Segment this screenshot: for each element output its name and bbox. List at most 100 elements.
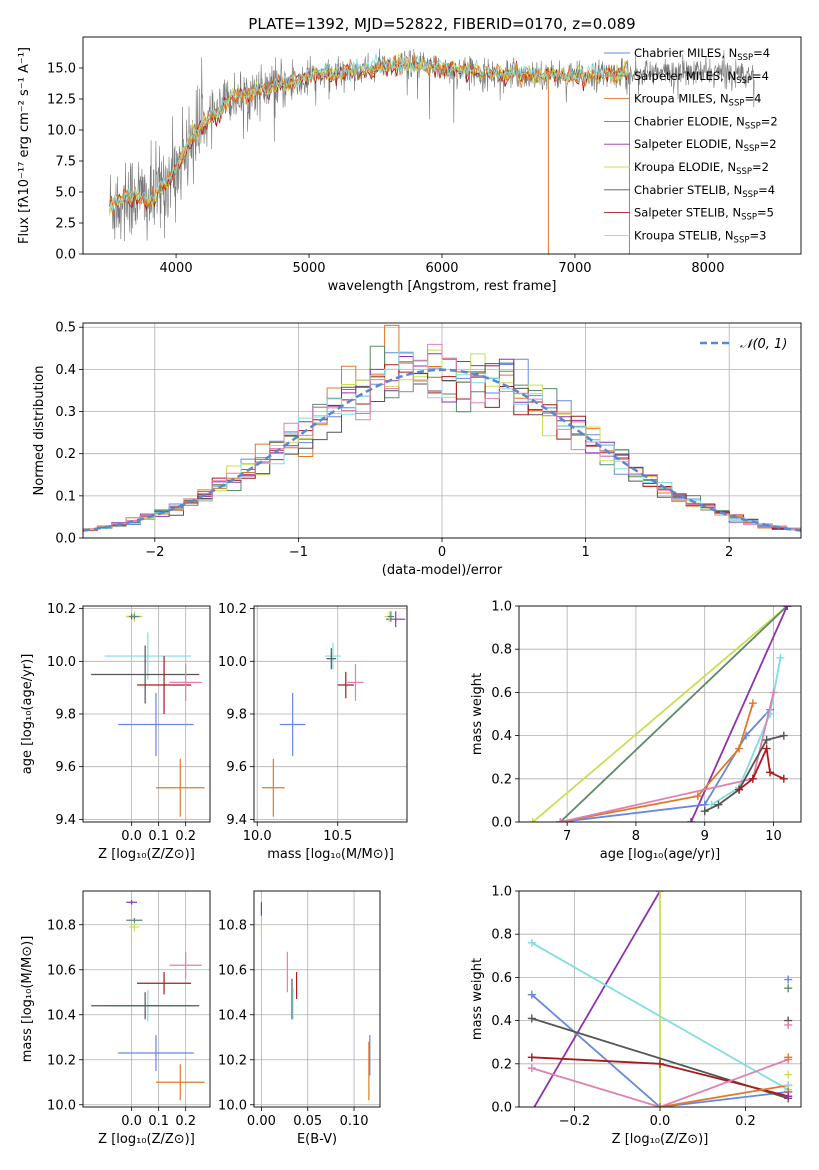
tick-label-y: 0.4 xyxy=(491,729,512,744)
tick-label-x: 6000 xyxy=(425,261,458,276)
series-marker xyxy=(656,1103,664,1107)
tick-label-y: 10.0 xyxy=(47,655,76,670)
tick-label-y: 15.0 xyxy=(47,62,76,77)
series-marker xyxy=(748,699,757,708)
panel-age_vs_mass: 10.0 10.5 9.4 9.6 9.8 10.0 10.2 mass [log₁₀(M/M… xyxy=(218,602,408,862)
series-line xyxy=(532,606,788,822)
tick-label-x: 1 xyxy=(581,545,589,560)
x-axis-label: (data-model)/error xyxy=(382,563,503,578)
tick-label-x: 8000 xyxy=(691,261,724,276)
plot-area xyxy=(83,324,801,533)
tick-label-x: 9 xyxy=(701,829,709,844)
series-marker xyxy=(776,653,785,662)
tick-label-y: 10.0 xyxy=(218,1098,247,1113)
edge-marker xyxy=(784,975,793,984)
tick-label-x: 0.10 xyxy=(340,1114,369,1129)
ticks: 0.0 0.1 0.2 10.0 10.2 10.4 10.6 10.8 xyxy=(47,918,196,1129)
tick-label-x: 10.5 xyxy=(323,829,352,844)
tick-label-y: 9.6 xyxy=(226,760,247,775)
plot-area xyxy=(528,606,792,822)
y-axis-label: age [log₁₀(age/yr)] xyxy=(20,654,35,775)
tick-label-y: 0.2 xyxy=(491,1057,512,1072)
tick-label-y: 10.6 xyxy=(218,963,247,978)
tick-label-x: 5000 xyxy=(292,261,325,276)
series-marker xyxy=(527,1053,536,1062)
x-axis-label: Z [log₁₀(Z/Z⊙)] xyxy=(98,847,195,862)
series-marker xyxy=(762,735,771,744)
panel-residuals: −2 −1 0 1 2 0.0 0.1 0.2 0.3 0.4 0.5 𝒩(0, 1) (data-mo… xyxy=(32,321,802,578)
series-marker xyxy=(527,990,536,999)
series-marker xyxy=(783,606,792,610)
tick-label-y: 1.0 xyxy=(491,885,512,900)
series-marker xyxy=(762,744,771,753)
legend: 𝒩(0, 1) xyxy=(700,337,787,352)
series-marker xyxy=(527,1014,536,1023)
series-marker xyxy=(735,785,744,794)
tick-label-x: 0.0 xyxy=(650,1114,671,1129)
tick-label-y: 10.0 xyxy=(47,1098,76,1113)
tick-label-x: −2 xyxy=(145,545,164,560)
legend: Chabrier MILES, NSSP=4 Salpeter MILES, NS… xyxy=(604,46,778,245)
tick-label-y: 10.0 xyxy=(47,124,76,139)
tick-label-x: 0.1 xyxy=(148,1114,169,1129)
axes-frame xyxy=(82,890,211,1108)
edge-marker xyxy=(784,1053,793,1062)
tick-label-y: 10.0 xyxy=(218,655,247,670)
tick-label-y: 0.0 xyxy=(491,1101,512,1116)
series-line xyxy=(560,709,771,822)
series-marker xyxy=(693,792,702,801)
tick-label-y: 9.8 xyxy=(226,708,247,723)
y-axis-label: mass [log₁₀(M/M⊙)] xyxy=(20,936,35,1063)
series-marker xyxy=(528,818,537,822)
tick-label-x: 0.2 xyxy=(175,829,196,844)
series-marker xyxy=(528,1107,536,1115)
y-axis-label: mass weight xyxy=(470,673,485,755)
edge-marker xyxy=(784,984,793,993)
tick-label-x: −1 xyxy=(289,545,308,560)
tick-label-x: 2 xyxy=(725,545,733,560)
tick-label-x: 0.05 xyxy=(293,1114,322,1129)
tick-label-y: 10.6 xyxy=(47,963,76,978)
tick-label-y: 0.0 xyxy=(55,248,76,263)
tick-label-x: 7 xyxy=(563,829,571,844)
tick-label-y: 0.0 xyxy=(55,532,76,547)
edge-marker xyxy=(784,1092,793,1101)
grid xyxy=(254,606,407,822)
legend-entry: Chabrier ELODIE, NSSP=2 xyxy=(634,114,778,131)
tick-label-y: 9.4 xyxy=(55,813,76,828)
series-line xyxy=(559,606,788,822)
x-axis-label: Z [log₁₀(Z/Z⊙)] xyxy=(612,1132,709,1147)
x-axis-label: mass [log₁₀(M/M⊙)] xyxy=(267,847,394,862)
axes-frame xyxy=(82,605,211,823)
series-marker xyxy=(656,1059,664,1068)
ticks: 0.00 0.05 0.10 10.0 10.2 10.4 10.6 10.8 xyxy=(218,918,368,1129)
y-axis-label: Normed distribution xyxy=(32,366,47,496)
legend-entry: Chabrier STELIB, NSSP=4 xyxy=(634,183,775,200)
tick-label-y: 0.0 xyxy=(491,816,512,831)
series-marker xyxy=(714,800,723,809)
plot-area xyxy=(262,611,406,817)
legend-entry: Salpeter ELODIE, NSSP=2 xyxy=(634,137,777,154)
tick-label-y: 0.5 xyxy=(55,321,76,336)
panel-mass_weight_vs_age: 7 8 9 10 0.0 0.2 0.4 0.6 0.8 1.0 age [log₁₀(age/yr… xyxy=(470,600,802,862)
axes-frame xyxy=(253,605,408,823)
panel-mass_vs_EBV: 0.00 0.05 0.10 10.0 10.2 10.4 10.6 10.8 E(B-V) xyxy=(218,890,381,1147)
panel-age_vs_Z: 0.0 0.1 0.2 9.4 9.6 9.8 10.0 10.2 Z [log₁₀(Z/Z⊙)… xyxy=(20,602,211,862)
x-axis-label: age [log₁₀(age/yr)] xyxy=(600,847,721,862)
series-marker xyxy=(556,818,565,822)
series-line xyxy=(738,745,785,791)
tick-label-y: 10.2 xyxy=(47,1053,76,1068)
edge-marker xyxy=(784,1070,793,1079)
tick-label-x: 10 xyxy=(765,829,782,844)
tick-label-y: 10.2 xyxy=(218,602,247,617)
axes-frame xyxy=(82,322,802,539)
tick-label-x: 0.0 xyxy=(121,829,142,844)
normal-curve xyxy=(83,368,801,532)
series-marker xyxy=(779,731,788,740)
tick-label-y: 10.2 xyxy=(47,602,76,617)
series-marker xyxy=(748,774,757,783)
tick-label-y: 0.4 xyxy=(55,363,76,378)
tick-label-y: 10.4 xyxy=(218,1008,247,1023)
grid xyxy=(254,891,380,1107)
